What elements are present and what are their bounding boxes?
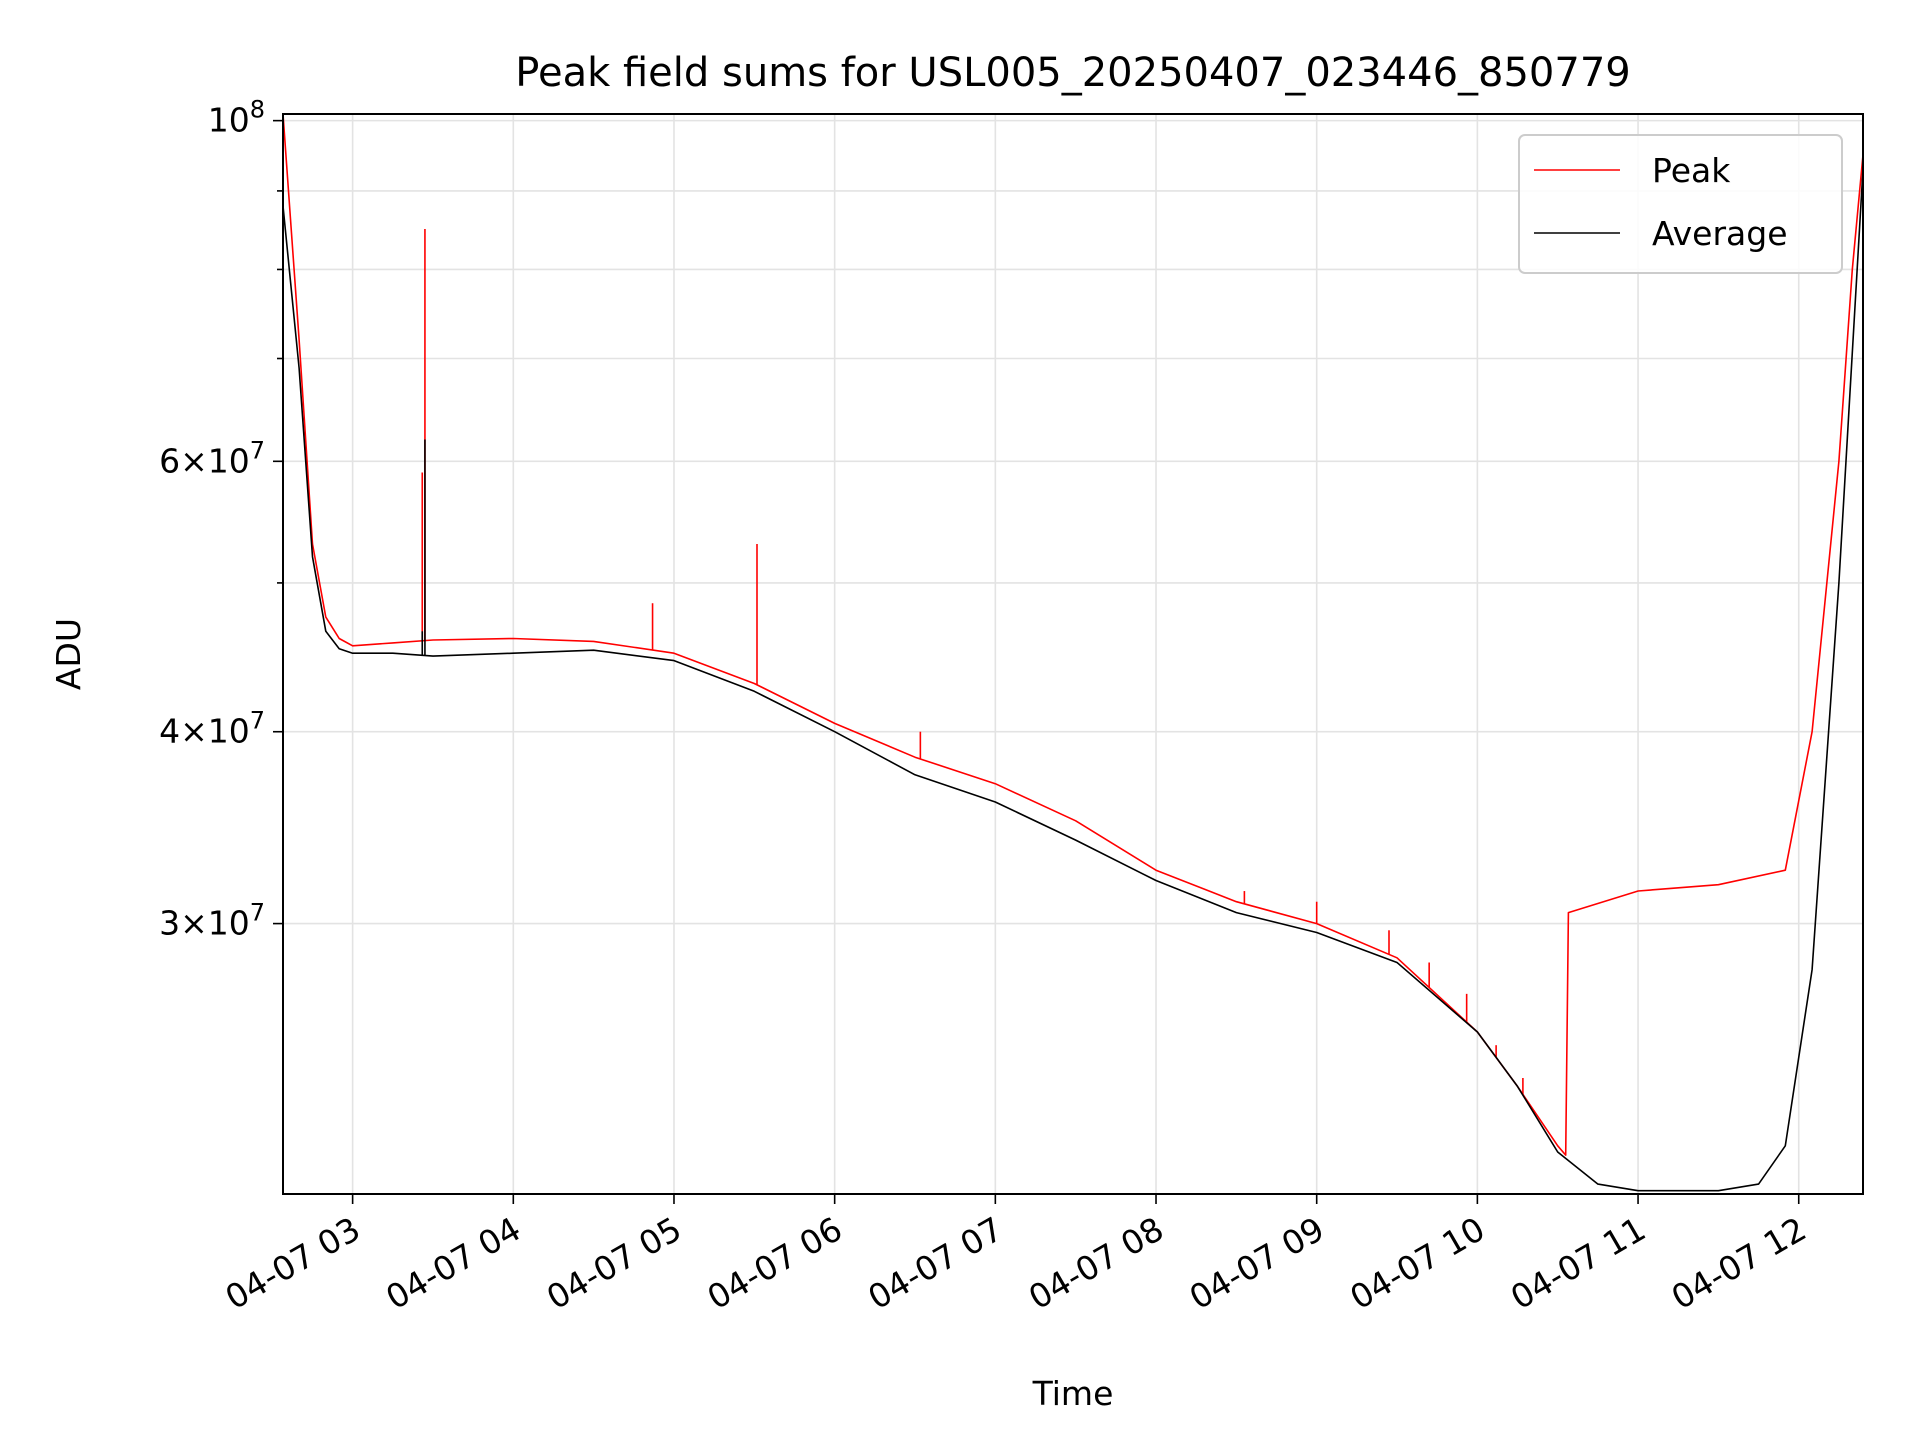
- y-tick-label: 4×107: [159, 707, 265, 751]
- legend-label-average: Average: [1652, 214, 1788, 253]
- y-tick-label: 6×107: [159, 436, 265, 480]
- chart-title: Peak field sums for USL005_20250407_0234…: [515, 50, 1630, 96]
- y-axis-label: ADU: [49, 618, 88, 690]
- plot-frame: [282, 113, 1864, 1195]
- series-layer: [282, 113, 1864, 1192]
- series-line-average: [282, 168, 1864, 1192]
- series-line-peak: [282, 113, 1864, 1156]
- legend-label-peak: Peak: [1652, 151, 1731, 190]
- y-tick-label: 108: [208, 96, 265, 140]
- y-tick-label: 3×107: [159, 899, 265, 943]
- legend: Peak Average: [1518, 134, 1843, 274]
- grid: [283, 114, 1863, 1194]
- x-axis-label: Time: [1032, 1374, 1114, 1413]
